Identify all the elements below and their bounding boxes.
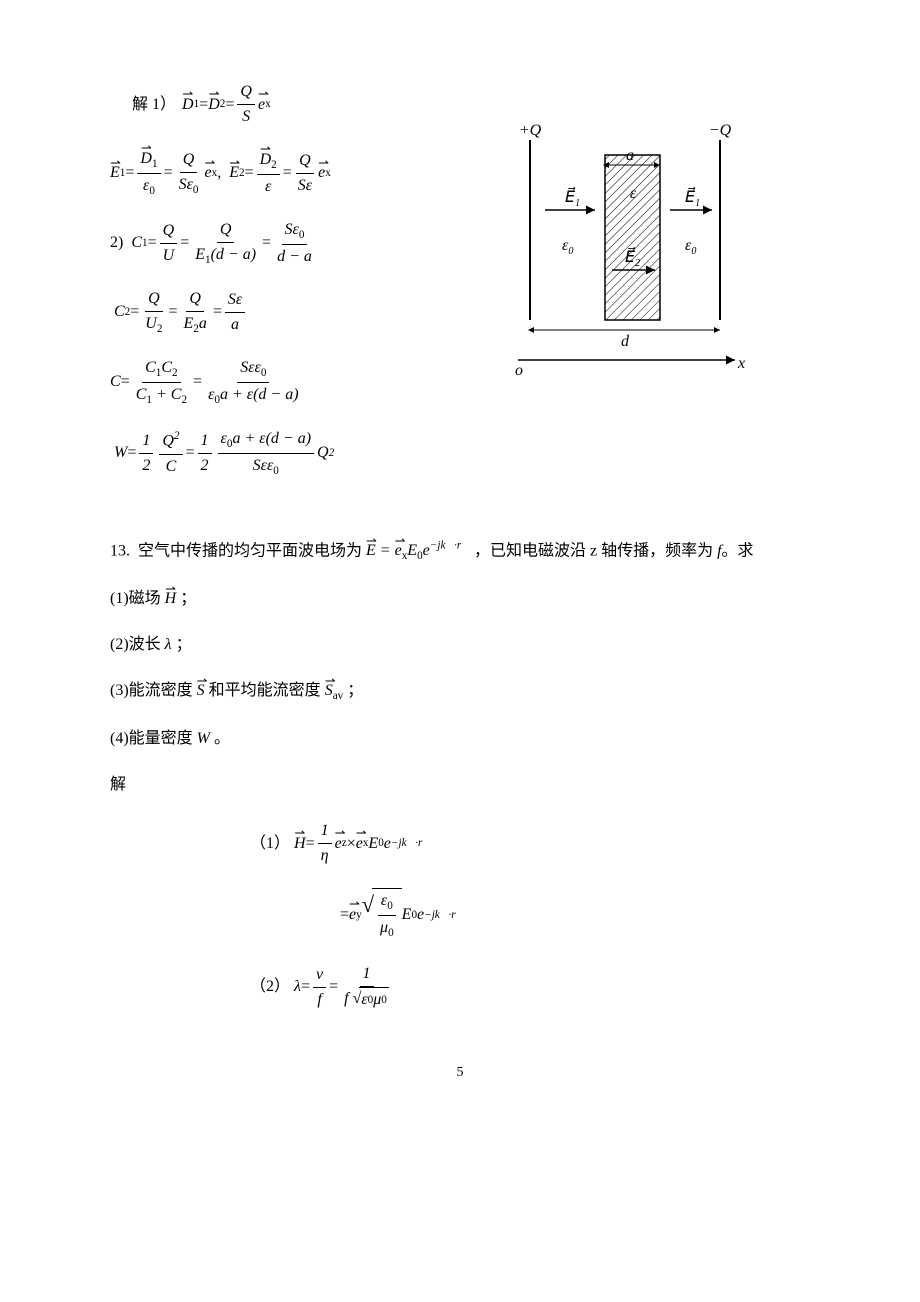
svg-text:x: x (737, 355, 745, 372)
page-number: 5 (110, 1062, 810, 1083)
solution-equations: 解 1） D1 = D2 = QS ex E1 = D1 ε0 = Q Sε0 … (110, 80, 440, 498)
svg-text:ε: ε (630, 185, 637, 202)
svg-text:+Q: +Q (519, 122, 542, 139)
capacitor-diagram: +Q −Q a E⃗1 E⃗1 ε ε0 ε0 E⃗2 d o x (500, 80, 750, 388)
answer-1-line2: = ey √ ε0 μ0 E0 e−jk⃗·r⃗ (250, 888, 810, 942)
equation-C1: 2) C1 = QU = Q E1(d − a) = Sε0 d − a (110, 218, 440, 269)
svg-text:E⃗1: E⃗1 (565, 186, 580, 209)
solution-start: 解 (110, 773, 810, 797)
question-3: (3)能流密度 S 和平均能流密度 Sav ； (110, 679, 810, 705)
equation-C: C = C1C2 C1 + C2 = Sεε0 ε0a + ε(d − a) (110, 356, 440, 409)
svg-text:ε0: ε0 (685, 237, 696, 257)
equation-C2: C2 = QU2 = Q E2a = Sε a (110, 287, 440, 338)
equation-W: W = 12 Q2 C = 12 ε0a + ε(d − a) Sεε0 Q2 (110, 427, 440, 480)
svg-text:−Q: −Q (709, 122, 732, 139)
svg-text:ε0: ε0 (562, 237, 573, 257)
equation-E1-E2: E1 = D1 ε0 = Q Sε0 ex , E2 = D2 ε = Q (110, 147, 440, 200)
question-4: (4)能量密度 W 。 (110, 727, 810, 751)
problem-13: 13. 空气中传播的均匀平面波电场为 E = exE0e−jk⃗·r⃗ ，已知电… (110, 538, 810, 1012)
question-1: (1)磁场 H ； (110, 587, 810, 611)
equation-D: 解 1） D1 = D2 = QS ex (110, 80, 440, 129)
question-2: (2)波长 λ ； (110, 633, 810, 657)
solution-label: 解 1） (132, 93, 176, 117)
problem-statement: 13. 空气中传播的均匀平面波电场为 E = exE0e−jk⃗·r⃗ ，已知电… (110, 538, 810, 565)
svg-text:o: o (515, 362, 523, 379)
svg-text:a: a (626, 147, 634, 164)
svg-text:d: d (621, 333, 630, 350)
answer-2: （2） λ = v f = 1 f √ ε0μ0 (250, 962, 810, 1012)
svg-text:E⃗1: E⃗1 (685, 186, 700, 209)
answer-1-line1: （1） H = 1η ez × ex E0 e−jk⃗·r⃗ (250, 819, 810, 868)
